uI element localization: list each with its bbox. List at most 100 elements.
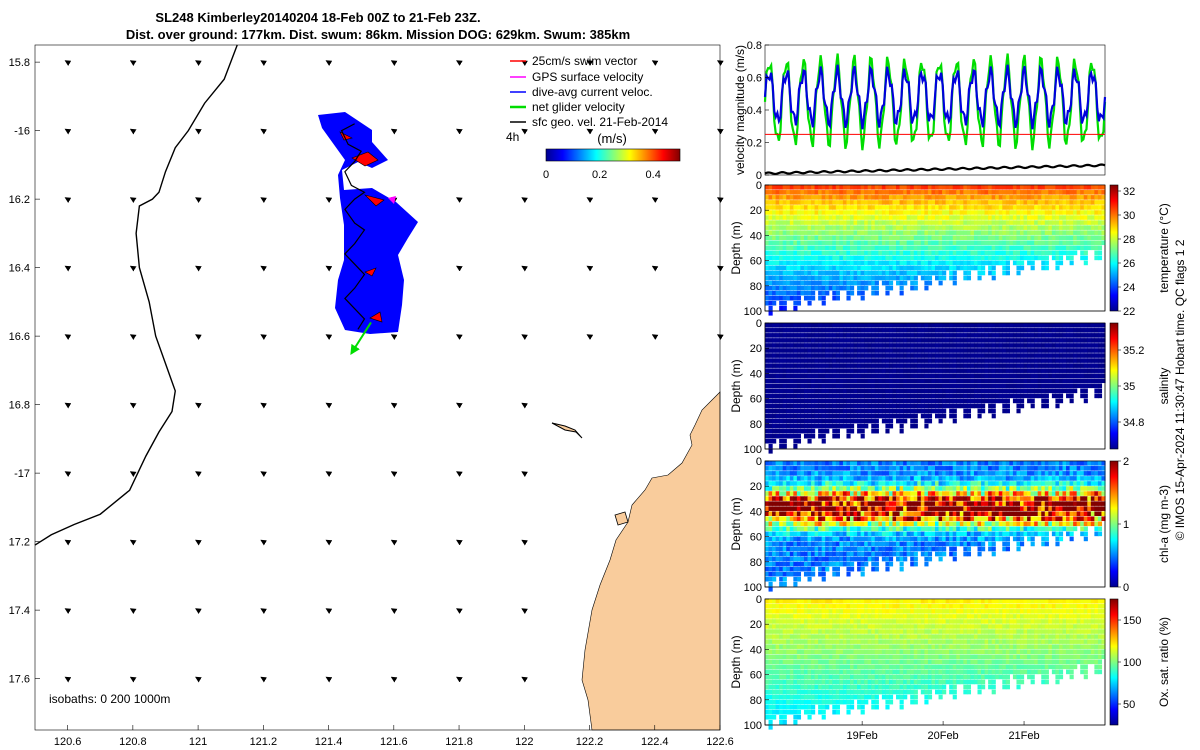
profile-cell: [1062, 368, 1067, 373]
profile-cell: [874, 403, 879, 409]
profile-cell: [1016, 220, 1021, 225]
profile-cell: [821, 383, 826, 389]
profile-cell: [1080, 373, 1085, 378]
profile-cell: [1041, 240, 1046, 246]
profile-cell: [768, 185, 773, 190]
profile-cell: [782, 561, 787, 567]
profile-cell: [857, 358, 862, 363]
profile-cell: [775, 506, 780, 511]
profile-cell: [1073, 323, 1078, 328]
profile-cell: [860, 531, 865, 537]
profile-cell: [878, 496, 883, 501]
profile-cell: [899, 486, 904, 491]
profile-cell: [896, 486, 901, 491]
profile-cell: [935, 205, 940, 210]
profile-cell: [853, 333, 858, 338]
profile-cell: [956, 353, 961, 358]
profile-cell: [888, 353, 894, 358]
profile-cell: [782, 378, 787, 384]
profile-cell: [910, 516, 915, 522]
profile-cell: [885, 541, 890, 547]
profile-cell: [920, 215, 925, 220]
profile-cell: [888, 250, 894, 256]
profile-cell: [768, 551, 773, 557]
profile-cell: [910, 541, 915, 547]
profile-cell: [800, 280, 805, 286]
profile-cell: [881, 378, 887, 384]
profile-cell: [896, 418, 901, 424]
profile-cell: [1087, 220, 1092, 225]
profile-cell: [1034, 210, 1039, 215]
profile-cell: [842, 195, 848, 200]
surface-vector: [129, 676, 137, 683]
profile-cell: [857, 353, 862, 358]
profile-cell: [1066, 393, 1071, 399]
profile-cell: [966, 373, 972, 378]
profile-cell: [959, 255, 964, 261]
profile-cell: [846, 428, 851, 434]
profile-cell: [789, 511, 794, 516]
profile-cell: [949, 265, 954, 271]
profile-cell: [924, 531, 929, 537]
profile-cell: [782, 388, 787, 394]
profile-cell: [1101, 333, 1106, 338]
profile-cell: [807, 526, 812, 532]
profile-cell: [786, 240, 791, 246]
profile-cell: [1020, 190, 1025, 195]
profile-cell: [874, 368, 879, 373]
profile-cell: [789, 501, 794, 506]
profile-cell: [935, 383, 940, 389]
profile-cell: [1073, 353, 1078, 358]
profile-cell: [906, 526, 911, 532]
profile-cell: [995, 195, 1000, 200]
profile-cell: [885, 225, 890, 230]
profile-cell: [814, 250, 819, 256]
profile-cell: [1101, 230, 1106, 235]
profile-cell: [839, 378, 844, 384]
profile-cell: [807, 195, 812, 200]
profile-cell: [888, 561, 894, 567]
profile-cell: [984, 250, 989, 256]
profile-cell: [860, 561, 865, 567]
profile-cell: [1041, 215, 1046, 220]
profile-cell: [963, 398, 968, 404]
surface-vector: [456, 608, 463, 614]
profile-cell: [860, 476, 865, 481]
profile-cell: [814, 368, 819, 373]
colorbar-tick-label: 30: [1123, 210, 1135, 222]
profile-cell: [1037, 220, 1042, 225]
profile-cell: [1048, 348, 1053, 353]
profile-cell: [917, 541, 922, 547]
profile-cell: [779, 521, 784, 527]
profile-cell: [793, 541, 798, 547]
profile-cell: [842, 461, 848, 466]
profile-cell: [888, 393, 894, 399]
profile-cell: [871, 471, 876, 476]
profile-cell: [1080, 225, 1085, 230]
profile-cell: [1101, 185, 1106, 190]
profile-cell: [850, 496, 855, 501]
profile-cell: [803, 418, 809, 424]
profile-cell: [1097, 388, 1103, 394]
profile-cell: [888, 556, 894, 562]
profile-cell: [995, 190, 1000, 195]
profile-cell: [988, 225, 993, 230]
profile-cell: [807, 300, 812, 306]
profile-cell: [899, 205, 904, 210]
profile-cell: [796, 205, 802, 210]
profile-cell: [924, 506, 929, 511]
profile-cell: [860, 373, 865, 378]
profile-cell: [913, 551, 918, 557]
profile-cell: [910, 368, 915, 373]
profile-cell: [839, 280, 844, 286]
profile-cell: [881, 353, 887, 358]
profile-cell: [1066, 230, 1071, 235]
profile-cell: [796, 255, 802, 261]
profile-cell: [903, 536, 908, 542]
profile-cell: [1066, 210, 1071, 215]
profile-cell: [998, 195, 1003, 200]
profile-cell: [867, 235, 872, 240]
profile-cell: [821, 571, 826, 577]
profile-cell: [1041, 255, 1046, 261]
profile-cell: [1066, 245, 1071, 251]
